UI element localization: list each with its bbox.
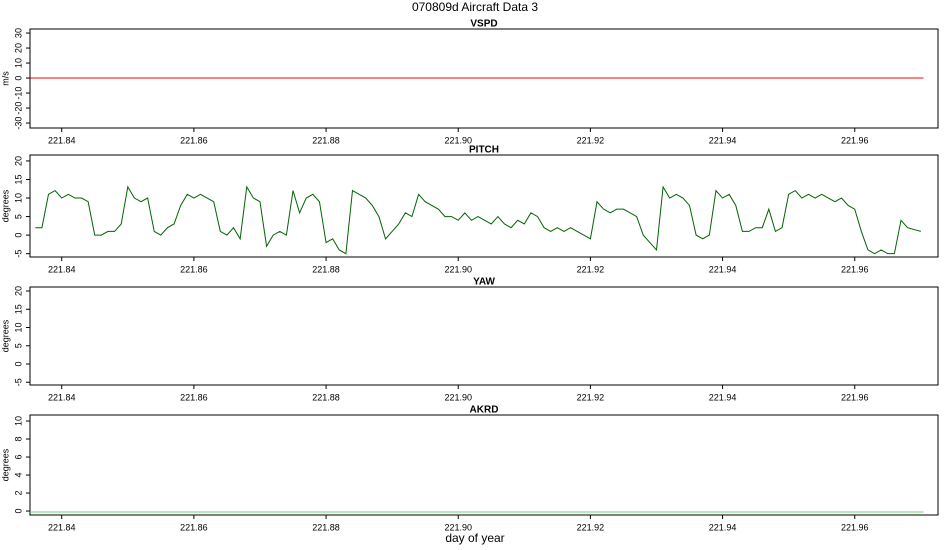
y-axis-label: m/s	[0, 71, 10, 86]
x-tick-label: 221.84	[48, 264, 76, 274]
x-tick-label: 221.90	[444, 135, 472, 145]
y-axis-label: degrees	[0, 319, 10, 352]
x-tick-label: 221.92	[577, 135, 605, 145]
x-tick-label: 221.92	[577, 392, 605, 402]
x-tick-label: 221.86	[180, 264, 208, 274]
y-axis-label: degrees	[0, 189, 10, 222]
y-axis-label: degrees	[0, 448, 10, 481]
x-tick-label: 221.96	[841, 392, 869, 402]
y-tick-label: 2	[13, 491, 23, 496]
x-tick-label: 221.86	[180, 522, 208, 532]
x-tick-label: 221.96	[841, 264, 869, 274]
y-tick-label: 20	[13, 286, 23, 296]
y-tick-label: -5	[13, 378, 23, 386]
x-tick-label: 221.94	[709, 264, 737, 274]
x-tick-label: 221.90	[444, 522, 472, 532]
y-tick-label: -20	[13, 102, 23, 115]
x-tick-label: 221.90	[444, 392, 472, 402]
y-tick-label: -5	[13, 250, 23, 258]
x-tick-label: 221.94	[709, 392, 737, 402]
y-tick-label: 5	[13, 214, 23, 219]
y-tick-label: 30	[13, 28, 23, 38]
y-tick-label: 20	[13, 43, 23, 53]
panel-title: AKRD	[470, 405, 499, 416]
plot-frame	[29, 414, 939, 516]
x-tick-label: 221.96	[841, 522, 869, 532]
y-tick-label: 10	[13, 323, 23, 333]
data-line	[35, 185, 921, 255]
x-tick-label: 221.96	[841, 135, 869, 145]
y-tick-label: 5	[13, 343, 23, 348]
y-tick-label: 15	[13, 174, 23, 184]
y-tick-label: 6	[13, 455, 23, 460]
panel-title: PITCH	[469, 145, 499, 156]
x-tick-label: 221.84	[48, 135, 76, 145]
figure-title: 070809d Aircraft Data 3	[412, 0, 538, 14]
y-tick-label: -10	[13, 87, 23, 100]
x-tick-label: 221.86	[180, 135, 208, 145]
x-tick-label: 221.84	[48, 522, 76, 532]
y-tick-label: 15	[13, 304, 23, 314]
y-tick-label: 10	[13, 416, 23, 426]
x-tick-label: 221.92	[577, 522, 605, 532]
y-tick-label: 8	[13, 437, 23, 442]
x-tick-label: 221.94	[709, 135, 737, 145]
y-tick-label: 10	[13, 193, 23, 203]
y-tick-label: 0	[13, 509, 23, 514]
y-tick-label: 0	[13, 362, 23, 367]
x-axis-label: day of year	[445, 531, 504, 545]
x-tick-label: 221.86	[180, 392, 208, 402]
y-tick-label: 20	[13, 156, 23, 166]
x-tick-label: 221.88	[312, 522, 340, 532]
y-tick-label: 4	[13, 473, 23, 478]
y-tick-label: 0	[13, 233, 23, 238]
y-tick-label: 10	[13, 58, 23, 68]
panel-title: YAW	[473, 277, 495, 288]
x-tick-label: 221.90	[444, 264, 472, 274]
x-tick-label: 221.84	[48, 392, 76, 402]
panel-title: VSPD	[470, 19, 497, 30]
y-tick-label: 0	[13, 76, 23, 81]
plot-frame	[29, 154, 939, 258]
x-tick-label: 221.88	[312, 264, 340, 274]
x-tick-label: 221.88	[312, 135, 340, 145]
x-tick-label: 221.88	[312, 392, 340, 402]
x-tick-label: 221.92	[577, 264, 605, 274]
plot-frame	[29, 286, 939, 386]
y-tick-label: -30	[13, 117, 23, 130]
x-tick-label: 221.94	[709, 522, 737, 532]
